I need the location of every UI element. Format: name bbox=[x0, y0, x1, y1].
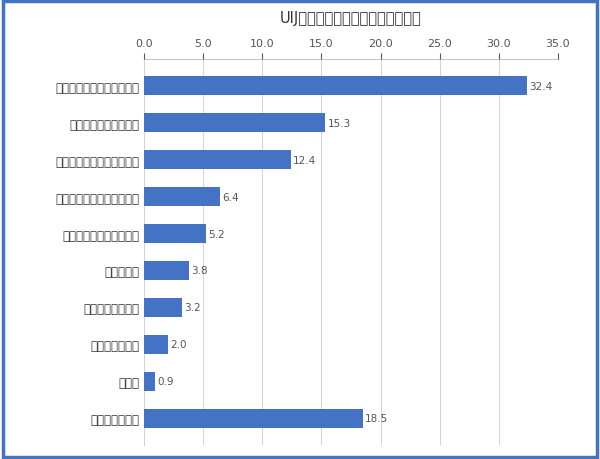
Bar bbox=[144, 336, 167, 354]
Bar bbox=[144, 188, 220, 207]
Bar bbox=[144, 77, 527, 95]
Bar bbox=[144, 225, 206, 243]
Bar bbox=[144, 372, 155, 391]
Text: 3.2: 3.2 bbox=[184, 303, 201, 313]
Text: 5.2: 5.2 bbox=[208, 229, 224, 239]
Bar bbox=[144, 151, 290, 169]
Text: 3.8: 3.8 bbox=[191, 266, 208, 276]
Text: 32.4: 32.4 bbox=[530, 81, 553, 91]
Text: 15.3: 15.3 bbox=[328, 118, 350, 129]
Bar bbox=[144, 298, 182, 317]
Bar bbox=[144, 409, 363, 428]
Text: 12.4: 12.4 bbox=[293, 155, 316, 165]
Text: 0.9: 0.9 bbox=[157, 376, 173, 386]
Text: 18.5: 18.5 bbox=[365, 414, 388, 424]
Title: UIJターンを伴う転職における課題: UIJターンを伴う転職における課題 bbox=[280, 11, 422, 26]
Text: 6.4: 6.4 bbox=[222, 192, 239, 202]
Bar bbox=[144, 262, 189, 280]
Text: 2.0: 2.0 bbox=[170, 340, 187, 350]
Bar bbox=[144, 114, 325, 133]
